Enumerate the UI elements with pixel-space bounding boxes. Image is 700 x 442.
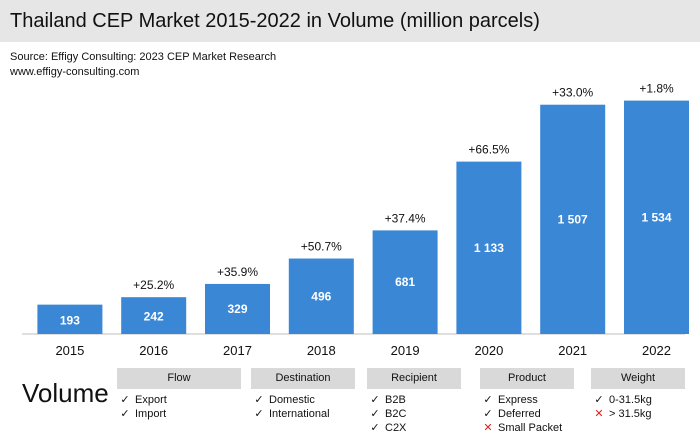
x-tick-label: 2015 (55, 343, 84, 358)
bar-2022 (624, 100, 689, 334)
source-line: Source: Effigy Consulting: 2023 CEP Mark… (10, 51, 277, 63)
x-tick-label: 2017 (223, 343, 252, 358)
check-icon: ✓ (254, 408, 264, 420)
growth-label: +33.0% (552, 86, 593, 100)
source-url: www.effigy-consulting.com (10, 66, 140, 78)
check-icon: ✓ (370, 394, 380, 406)
data-label: 1 133 (474, 241, 504, 255)
bar-2019 (372, 230, 438, 334)
bar-2017 (205, 283, 270, 334)
data-label: 329 (227, 302, 247, 316)
x-tick-label: 2019 (391, 343, 420, 358)
check-icon: ✓ (483, 394, 493, 406)
chart-title: Thailand CEP Market 2015-2022 in Volume … (0, 0, 700, 42)
x-tick-label: 2021 (558, 343, 587, 358)
list-item: ✕ > 31.5kg (591, 407, 685, 421)
check-icon: ✓ (370, 408, 380, 420)
category-weight-header: Weight (591, 368, 685, 389)
bar-2020 (456, 161, 522, 334)
data-label: 1 507 (558, 212, 588, 226)
category-recipient-header: Recipient (367, 368, 461, 389)
data-label: 681 (395, 275, 415, 289)
category-destination-header: Destination (251, 368, 355, 389)
check-icon: ✓ (370, 422, 380, 434)
category-product-header: Product (480, 368, 574, 389)
category-weight-list: ✓ 0-31.5kg ✕ > 31.5kg (591, 393, 685, 421)
category-flow: Flow ✓ Export ✓ Import (117, 368, 241, 421)
list-item: ✓ Domestic (251, 393, 355, 407)
category-product: Product ✓ Express ✓ Deferred ✕ Small Packet (480, 368, 574, 435)
category-weight: Weight ✓ 0-31.5kg ✕ > 31.5kg (591, 368, 685, 421)
list-item: ✓ B2C (367, 407, 461, 421)
growth-label: +35.9% (217, 265, 258, 279)
growth-label: +25.2% (133, 278, 174, 292)
x-tick-label: 2020 (474, 343, 503, 358)
list-item: ✓ Export (117, 393, 241, 407)
category-flow-header: Flow (117, 368, 241, 389)
list-item: ✓ Import (117, 407, 241, 421)
list-item: ✓ International (251, 407, 355, 421)
category-destination: Destination ✓ Domestic ✓ International (251, 368, 355, 421)
cross-icon: ✕ (483, 422, 493, 434)
data-label: 1 534 (641, 210, 671, 224)
bar-2016 (121, 297, 187, 334)
legend-title: Volume (22, 378, 109, 408)
bar-2021 (540, 104, 606, 334)
category-destination-list: ✓ Domestic ✓ International (251, 393, 355, 421)
check-icon: ✓ (120, 408, 130, 420)
x-tick-label: 2016 (139, 343, 168, 358)
bar-2018 (288, 258, 354, 334)
cross-icon: ✕ (594, 408, 604, 420)
check-icon: ✓ (120, 394, 130, 406)
data-label: 496 (311, 289, 331, 303)
source-note: Source: Effigy Consulting: 2023 CEP Mark… (10, 50, 276, 80)
check-icon: ✓ (254, 394, 264, 406)
list-item: ✕ Small Packet (480, 421, 574, 435)
category-recipient: Recipient ✓ B2B ✓ B2C ✓ C2X (367, 368, 461, 435)
list-item: ✓ Express (480, 393, 574, 407)
growth-label: +1.8% (639, 82, 674, 96)
bar-2015 (37, 304, 103, 334)
bars-group: 193 2015 242 +25.2% 2016 329 +35.9% 2017 496 +50.… (37, 82, 689, 358)
growth-label: +66.5% (468, 143, 509, 157)
data-label: 242 (144, 310, 164, 324)
list-item: ✓ Deferred (480, 407, 574, 421)
x-tick-label: 2022 (642, 343, 671, 358)
list-item: ✓ 0-31.5kg (591, 393, 685, 407)
category-recipient-list: ✓ B2B ✓ B2C ✓ C2X (367, 393, 461, 435)
growth-label: +50.7% (301, 240, 342, 254)
check-icon: ✓ (594, 394, 604, 406)
category-flow-list: ✓ Export ✓ Import (117, 393, 241, 421)
list-item: ✓ C2X (367, 421, 461, 435)
category-product-list: ✓ Express ✓ Deferred ✕ Small Packet (480, 393, 574, 435)
x-tick-label: 2018 (307, 343, 336, 358)
check-icon: ✓ (483, 408, 493, 420)
growth-label: +37.4% (385, 211, 426, 225)
data-label: 193 (60, 313, 80, 327)
list-item: ✓ B2B (367, 393, 461, 407)
